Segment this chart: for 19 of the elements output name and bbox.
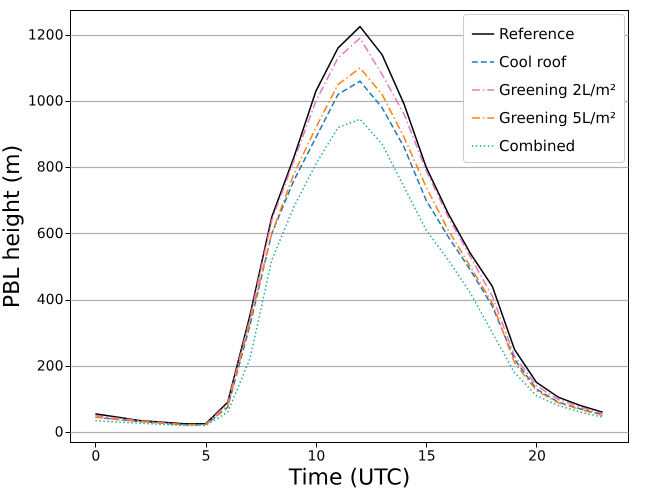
y-tick-label: 600 [36,226,64,242]
x-axis-title: Time (UTC) [288,466,410,490]
legend-label: Greening 2L/m² [499,81,616,99]
legend-label: Greening 5L/m² [499,109,616,127]
x-tick-label: 15 [418,448,436,464]
x-tick-label: 0 [91,448,100,464]
y-tick-label: 1000 [28,94,64,110]
y-tick-label: 800 [36,160,64,176]
y-tick-label: 1200 [28,27,64,44]
x-tick-label: 5 [202,448,211,464]
x-tick-label: 10 [308,448,326,464]
y-tick-label: 400 [36,292,64,308]
legend-label: Cool roof [499,53,567,71]
y-tick-label: 0 [54,424,64,441]
y-axis-title: PBL height (m) [0,144,25,308]
x-tick-label: 20 [528,448,546,464]
y-tick-label: 200 [36,358,64,374]
legend-label: Combined [499,137,576,155]
legend-label: Reference [499,25,575,43]
